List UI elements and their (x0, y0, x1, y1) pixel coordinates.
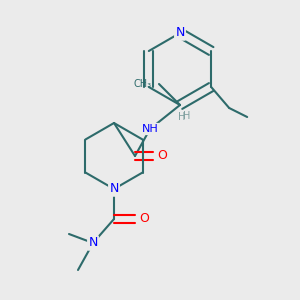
Text: O: O (139, 212, 149, 226)
Text: O: O (157, 149, 167, 163)
Text: H: H (178, 112, 185, 122)
Text: N: N (109, 182, 119, 196)
Text: CH₃: CH₃ (134, 79, 152, 89)
Text: N: N (175, 26, 185, 40)
Text: N: N (88, 236, 98, 250)
Text: NH: NH (142, 124, 158, 134)
Text: H: H (183, 111, 190, 121)
